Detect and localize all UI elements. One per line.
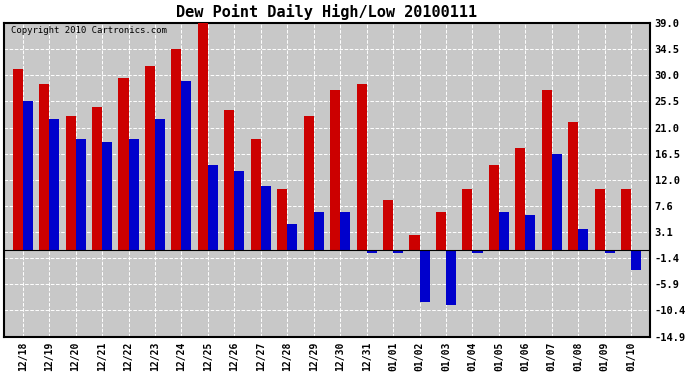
Bar xyxy=(631,250,641,270)
Bar xyxy=(49,119,59,250)
Bar xyxy=(23,101,32,250)
Bar xyxy=(578,230,589,250)
Bar xyxy=(393,250,403,253)
Bar xyxy=(92,107,102,250)
Bar xyxy=(446,250,456,305)
Bar xyxy=(102,142,112,250)
Bar xyxy=(604,250,615,253)
Title: Dew Point Daily High/Low 20100111: Dew Point Daily High/Low 20100111 xyxy=(177,4,477,20)
Bar xyxy=(515,148,525,250)
Bar xyxy=(261,186,271,250)
Bar xyxy=(145,66,155,250)
Bar xyxy=(66,116,76,250)
Bar xyxy=(119,78,128,250)
Bar xyxy=(12,69,23,250)
Bar xyxy=(235,171,244,250)
Bar xyxy=(357,84,366,250)
Bar xyxy=(542,90,552,250)
Bar xyxy=(489,165,499,250)
Bar xyxy=(525,215,535,250)
Bar xyxy=(383,200,393,250)
Bar xyxy=(208,165,218,250)
Bar xyxy=(330,90,340,250)
Bar xyxy=(287,224,297,250)
Bar xyxy=(595,189,604,250)
Bar xyxy=(76,139,86,250)
Bar xyxy=(224,110,235,250)
Bar xyxy=(436,212,446,250)
Bar xyxy=(39,84,49,250)
Bar xyxy=(155,119,165,250)
Bar xyxy=(420,250,430,302)
Bar xyxy=(198,23,208,250)
Bar xyxy=(462,189,473,250)
Bar xyxy=(340,212,351,250)
Bar xyxy=(621,189,631,250)
Bar xyxy=(314,212,324,250)
Text: Copyright 2010 Cartronics.com: Copyright 2010 Cartronics.com xyxy=(10,26,166,35)
Bar xyxy=(409,235,420,250)
Bar xyxy=(569,122,578,250)
Bar xyxy=(473,250,482,253)
Bar xyxy=(552,154,562,250)
Bar xyxy=(304,116,314,250)
Bar xyxy=(366,250,377,253)
Bar xyxy=(499,212,509,250)
Bar xyxy=(277,189,287,250)
Bar xyxy=(250,139,261,250)
Bar xyxy=(181,81,192,250)
Bar xyxy=(128,139,139,250)
Bar xyxy=(171,49,181,250)
